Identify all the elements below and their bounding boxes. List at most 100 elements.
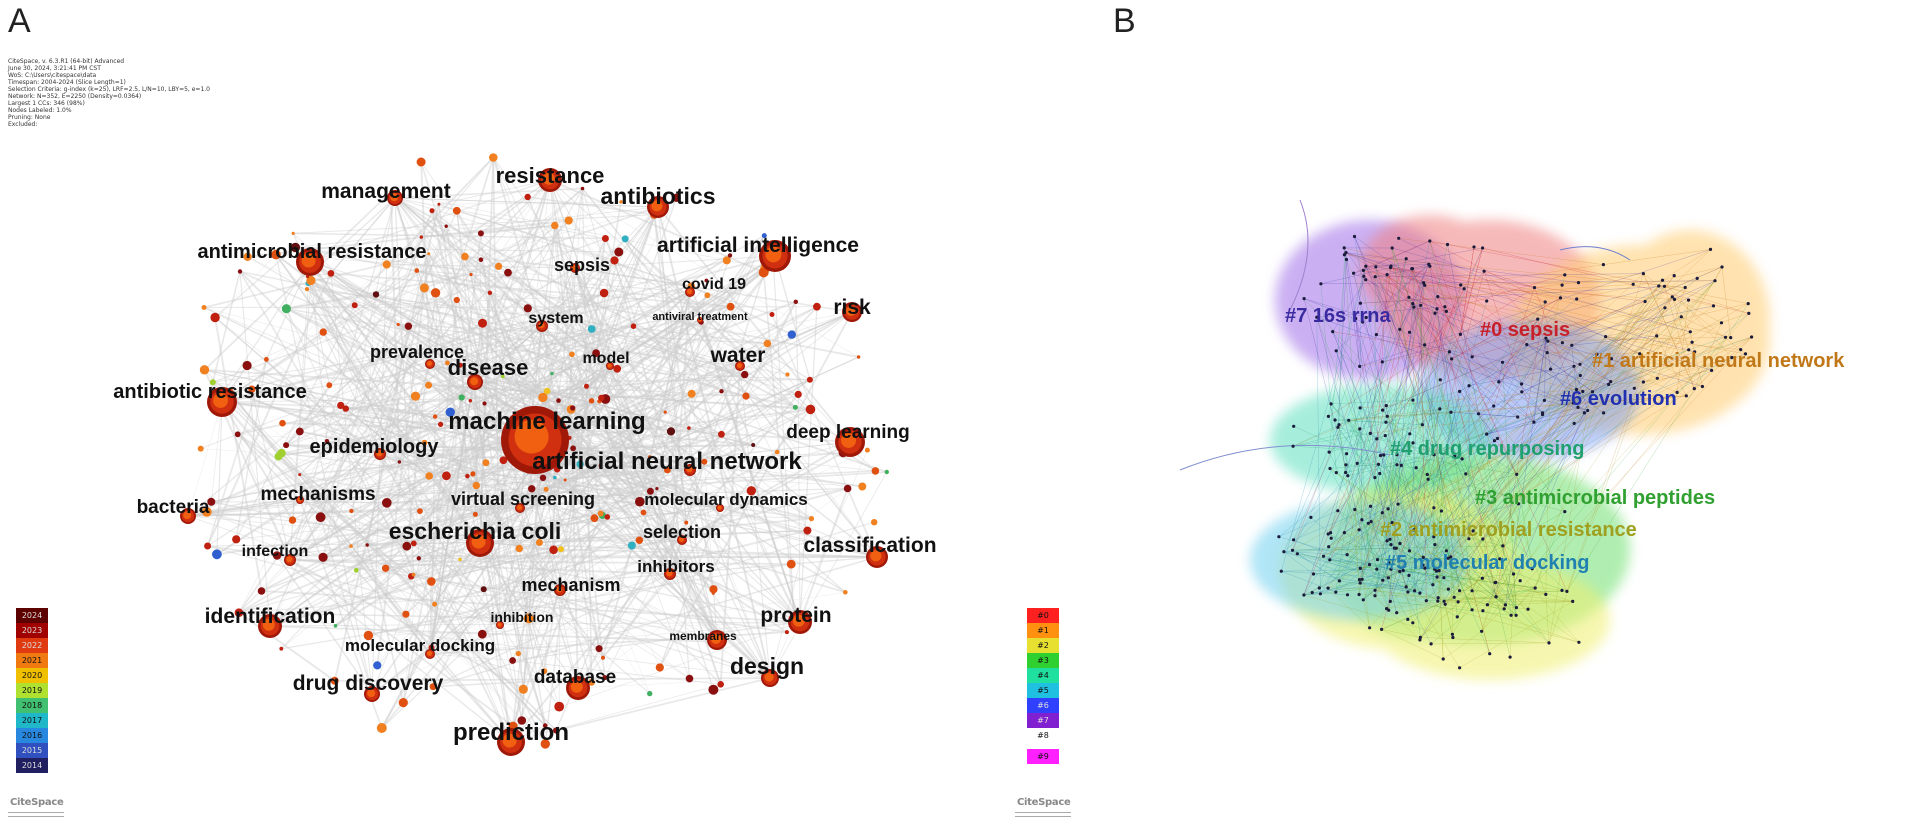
- network-edge: [1526, 344, 1593, 392]
- network-node: [279, 646, 284, 651]
- network-edge: [1347, 464, 1397, 476]
- network-edge: [1281, 568, 1392, 572]
- network-edge: [299, 236, 422, 432]
- network-edge: [431, 311, 853, 649]
- network-node: [1355, 461, 1359, 465]
- network-edge: [1329, 468, 1409, 620]
- network-edge: [237, 434, 705, 462]
- cluster-label: #2 antimicrobial resistance: [1380, 519, 1637, 541]
- network-node: [264, 357, 269, 362]
- network-node: [1385, 539, 1389, 543]
- network-node: [1422, 281, 1426, 285]
- network-edge: [475, 260, 616, 486]
- network-edge: [187, 260, 727, 517]
- network-edge: [1412, 263, 1429, 269]
- network-node: [1374, 265, 1378, 269]
- keyword-node: [685, 287, 695, 297]
- network-edge: [669, 539, 683, 575]
- network-edge: [1407, 538, 1483, 593]
- network-edge: [1353, 270, 1364, 274]
- network-edge: [269, 621, 801, 627]
- network-edge: [1355, 318, 1404, 571]
- metadata-line: Nodes Labeled: 1.0%: [8, 107, 72, 114]
- network-edge: [1374, 590, 1505, 610]
- network-edge: [1484, 270, 1535, 288]
- network-node: [333, 624, 338, 628]
- network-edge: [703, 461, 718, 641]
- network-node: [1684, 394, 1688, 398]
- network-edge: [1412, 303, 1581, 365]
- network-node: [432, 601, 438, 607]
- network-node: [1514, 606, 1518, 610]
- network-edge: [238, 501, 640, 614]
- network-edge: [479, 542, 878, 558]
- network-node: [1560, 341, 1564, 345]
- network-node: [627, 541, 636, 550]
- network-edge: [1365, 266, 1467, 475]
- network-edge: [480, 196, 529, 235]
- network-edge: [366, 326, 410, 546]
- network-edge: [390, 191, 461, 366]
- network-node: [549, 545, 558, 555]
- network-edge: [1390, 265, 1517, 475]
- network-edge: [550, 294, 709, 450]
- network-edge: [483, 556, 878, 590]
- network-node: [1337, 579, 1341, 583]
- network-edge: [1412, 268, 1415, 308]
- network-edge: [1571, 345, 1579, 408]
- network-edge: [203, 307, 543, 398]
- network-node: [515, 544, 523, 553]
- network-node: [1375, 558, 1380, 562]
- keyword-label: epidemiology: [310, 436, 440, 458]
- network-edge: [1547, 340, 1687, 397]
- network-edge: [429, 581, 433, 655]
- network-node: [1373, 476, 1377, 480]
- network-edge: [379, 381, 476, 455]
- network-edge: [549, 179, 592, 683]
- network-node: [410, 391, 421, 401]
- network-node: [1729, 336, 1733, 340]
- keyword-node: [207, 387, 237, 417]
- network-node: [1688, 330, 1692, 334]
- network-edge: [1337, 259, 1347, 428]
- network-edge: [408, 291, 691, 327]
- network-edge: [479, 157, 495, 544]
- network-edge: [460, 397, 469, 477]
- cluster-label: #4 drug repurposing: [1390, 438, 1584, 460]
- network-edge: [319, 210, 433, 518]
- network-edge: [1463, 247, 1483, 289]
- network-edge: [1413, 503, 1519, 531]
- network-edge: [1437, 296, 1746, 355]
- network-edge: [1422, 565, 1455, 598]
- network-node: [1381, 408, 1385, 412]
- network-node: [1418, 591, 1422, 595]
- network-edge: [1370, 521, 1410, 551]
- network-edge: [539, 529, 808, 544]
- network-edge: [1424, 285, 1675, 300]
- network-edge: [461, 235, 765, 399]
- network-edge: [276, 554, 512, 743]
- network-edge: [1396, 454, 1517, 475]
- network-node: [685, 674, 694, 683]
- network-edge: [394, 197, 659, 208]
- network-node: [464, 417, 468, 421]
- keyword-label: disease: [448, 355, 529, 380]
- network-edge: [1608, 305, 1714, 385]
- network-node: [210, 312, 220, 323]
- network-edge: [203, 307, 451, 413]
- network-edge: [1329, 468, 1416, 530]
- network-node: [708, 684, 719, 695]
- network-edge: [1327, 508, 1389, 589]
- network-edge: [1611, 280, 1663, 359]
- network-node: [207, 497, 216, 506]
- network-edge: [427, 253, 512, 743]
- network-edge: [571, 353, 671, 575]
- network-node: [1503, 603, 1507, 607]
- network-edge: [1389, 510, 1442, 540]
- network-edge: [356, 379, 811, 571]
- network-edge: [1358, 268, 1413, 530]
- network-node: [1464, 472, 1468, 476]
- keyword-node: [296, 248, 324, 276]
- network-edge: [1312, 592, 1348, 596]
- network-edge: [1328, 567, 1425, 589]
